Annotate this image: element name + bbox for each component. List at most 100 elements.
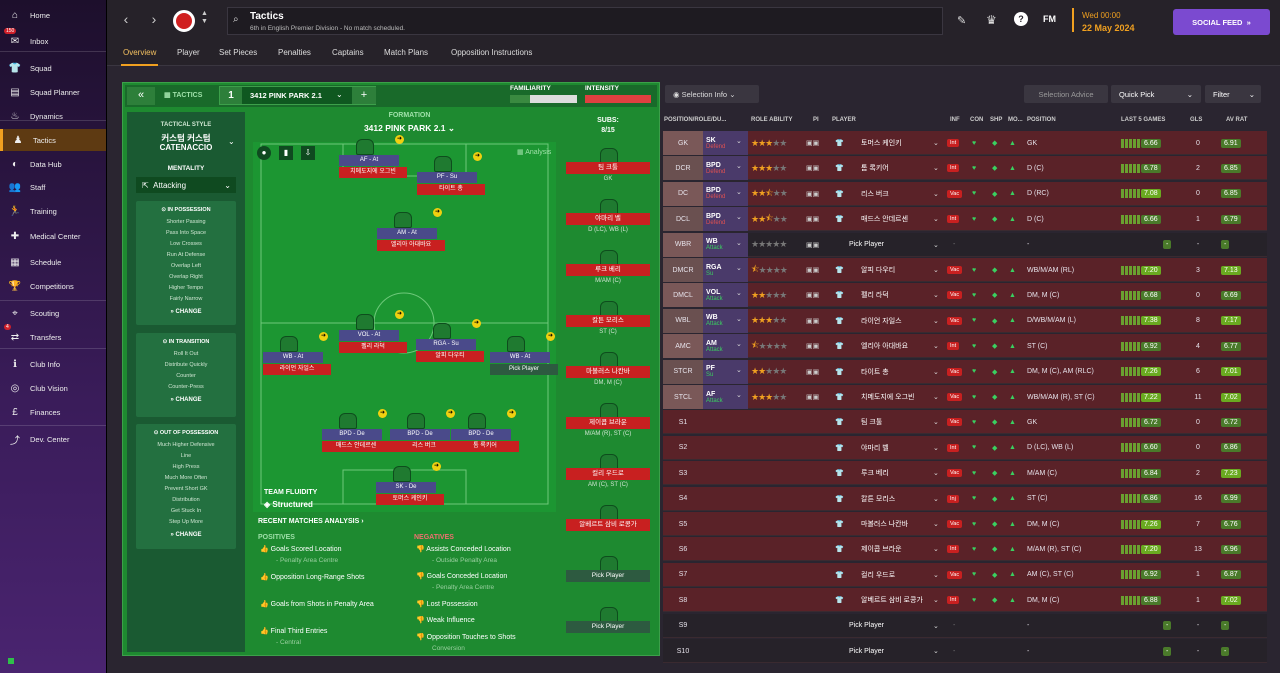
player-name[interactable]: 라이언 자일스 (861, 317, 902, 325)
player-shirt-icon[interactable] (468, 413, 486, 429)
player-instructions-icon[interactable]: ▣▣ (806, 165, 820, 173)
player-instructions-icon[interactable]: ▣▣ (806, 190, 820, 198)
player-name[interactable]: 루크 베리 (861, 470, 889, 478)
chevron-down-icon[interactable]: ⌄ (336, 90, 343, 99)
player-instructions-icon[interactable]: ▣▣ (806, 394, 820, 401)
sidebar-item-tactics[interactable]: ♟ Tactics (0, 129, 106, 151)
table-row[interactable]: DCR BPD Defend ⌄ ★★★ ★ ★ ▣▣ 👕 톰 록키어 ⌄ Int ♥ ◆ ▲ D (C) 6.… (663, 156, 1267, 181)
player-instructions-icon[interactable]: ▣▣ (806, 317, 820, 325)
sub-player-name[interactable]: 루크 베리 (566, 264, 650, 276)
table-row[interactable]: DMCL VOL Attack ⌄ ★★ ★ ★ ★ ▣▣ 👕 펠리 라덕 ⌄ Vac ♥ ◆ ▲ DM, M … (663, 283, 1267, 308)
player-chevron-icon[interactable]: ⌄ (933, 622, 939, 630)
player-chevron-icon[interactable]: ⌄ (933, 648, 939, 655)
table-row[interactable]: GK SK Defend ⌄ ★★★ ★ ★ ▣▣ 👕 토머스 케인키 ⌄ Int ♥ ◆ ▲ GK 6.66 0… (663, 131, 1267, 155)
player-chevron-icon[interactable]: ⌄ (933, 546, 939, 554)
table-row[interactable]: WBR WB Attack ⌄ ★ ★ ★ ★ ★ ▣▣ Pick Player ⌄ - - - - - (663, 232, 1267, 257)
mentality-dropdown[interactable]: ⇱ Attacking ⌄ (136, 177, 236, 193)
player-role[interactable]: AF - At (339, 155, 399, 166)
sub-player-name[interactable]: 알베르트 삼비 로콩가 (566, 519, 650, 531)
player-role[interactable]: WB - At (263, 352, 323, 363)
sidebar-item-inbox[interactable]: ✉ Inbox (0, 30, 106, 52)
player-instructions-icon[interactable]: ▣▣ (806, 216, 820, 224)
player-name[interactable]: 펠리 라덕 (339, 342, 407, 353)
player-name[interactable]: Pick Player (849, 622, 885, 630)
column-header[interactable]: MO... (1008, 117, 1023, 123)
role-cell[interactable]: SK Defend ⌄ (703, 131, 748, 155)
column-header[interactable]: CON (970, 117, 984, 123)
player-instructions-icon[interactable]: ▣▣ (806, 368, 820, 376)
sidebar-item-medical-center[interactable]: ✚ Medical Center (0, 225, 106, 247)
style-chevron-icon[interactable]: ⌄ (228, 137, 235, 146)
table-row[interactable]: S7 👕 컬리 우드로 ⌄ Vac ♥ ◆ ▲ AM (C), ST (C) 6.92 1 6.87 (663, 562, 1267, 587)
table-row[interactable]: WBL WB Attack ⌄ ★★★ ★ ★ ▣▣ 👕 라이언 자일스 ⌄ Vac ♥ ◆ ▲ D/WB/M… (663, 308, 1267, 333)
player-name[interactable]: 제이콥 브라운 (861, 546, 902, 554)
recent-analysis-title[interactable]: RECENT MATCHES ANALYSIS › (258, 518, 364, 525)
column-header[interactable]: AV RAT (1226, 117, 1248, 123)
trophy-icon[interactable]: ♛ (986, 13, 997, 27)
fm-menu[interactable]: FM (1043, 14, 1056, 24)
player-chevron-icon[interactable]: ⌄ (933, 317, 939, 325)
role-cell[interactable]: AF Attack ⌄ (703, 385, 748, 409)
sub-player-name[interactable]: Pick Player (566, 621, 650, 633)
player-chevron-icon[interactable]: ⌄ (933, 495, 939, 503)
player-shirt-icon[interactable] (433, 323, 451, 339)
sub-player-name[interactable]: 컬리 우드로 (566, 468, 650, 480)
player-name[interactable]: 컬리 우드로 (861, 571, 896, 579)
player-shirt-icon[interactable] (356, 139, 374, 155)
sidebar-item-dev-center[interactable]: ⤴ Dev. Center (0, 428, 106, 450)
table-row[interactable]: S5 👕 마볼러스 나칸바 ⌄ Vac ♥ ◆ ▲ DM, M (C) 7.26 7 6.76 (663, 512, 1267, 536)
player-name[interactable]: 야마리 벨 (861, 444, 889, 452)
sidebar-item-squad-planner[interactable]: ▤ Squad Planner (0, 81, 106, 103)
role-cell[interactable]: BPD Defend ⌄ (703, 156, 748, 181)
sidebar-item-schedule[interactable]: ▦ Schedule (0, 251, 106, 273)
player-chevron-icon[interactable]: ⌄ (933, 419, 939, 427)
player-name[interactable]: 타이트 총 (417, 184, 485, 195)
column-header[interactable]: GLS (1190, 117, 1203, 123)
column-header[interactable]: PI (813, 117, 819, 123)
player-shirt-icon[interactable] (393, 466, 411, 482)
sidebar-item-competitions[interactable]: 🏆 Competitions (0, 275, 106, 297)
table-row[interactable]: S9 Pick Player ⌄ - - - - - (663, 613, 1267, 638)
player-instructions-icon[interactable]: ▣▣ (806, 292, 820, 300)
player-chevron-icon[interactable]: ⌄ (933, 292, 939, 300)
collapse-button[interactable]: « (127, 87, 155, 105)
download-icon[interactable]: ⇩ (301, 146, 315, 160)
player-shirt-icon[interactable] (280, 336, 298, 352)
tab-set-pieces[interactable]: Set Pieces (219, 48, 258, 57)
player-instructions-icon[interactable]: ▣▣ (806, 241, 820, 249)
sidebar-item-data-hub[interactable]: ◐ Data Hub (0, 153, 106, 175)
player-role[interactable]: AM - At (377, 228, 437, 239)
table-row[interactable]: DCL BPD Defend ⌄ ★★ ⯪ ★ ★ ▣▣ 👕 매드스 안데르센 ⌄ Int ♥ ◆ ▲ D (C… (663, 207, 1267, 232)
sub-player-name[interactable]: 제이콥 브라운 (566, 417, 650, 429)
column-header[interactable]: INF (950, 117, 960, 123)
player-chevron-icon[interactable]: ⌄ (933, 470, 939, 478)
tab-captains[interactable]: Captains (332, 48, 364, 57)
oop-change-button[interactable]: » CHANGE (170, 532, 202, 538)
column-header[interactable]: POSITION (1027, 117, 1056, 123)
back-arrow-icon[interactable]: ‹ (123, 11, 129, 27)
player-name[interactable]: 토머스 케인키 (861, 140, 902, 147)
tab-overview[interactable]: Overview (120, 48, 159, 66)
player-shirt-icon[interactable] (339, 413, 357, 429)
player-name[interactable]: Pick Player (849, 241, 885, 249)
role-cell[interactable]: AM Attack ⌄ (703, 334, 748, 359)
player-shirt-icon[interactable] (434, 156, 452, 172)
player-name[interactable]: 톰 록키어 (861, 165, 889, 173)
role-cell[interactable]: WB Attack ⌄ (703, 232, 748, 257)
sub-player-name[interactable]: 마볼러스 나칸바 (566, 366, 650, 378)
stats-view-icon[interactable]: ▮ (279, 146, 293, 160)
player-name[interactable]: 리스 버크 (390, 441, 458, 452)
player-chevron-icon[interactable]: ⌄ (933, 394, 939, 401)
tab-opposition-instructions[interactable]: Opposition Instructions (451, 48, 533, 57)
player-role[interactable]: PF - Su (417, 172, 477, 183)
player-instructions-icon[interactable]: ▣▣ (806, 343, 820, 351)
formation-name[interactable]: 3412 PINK PARK 2.1 ⌄ (253, 123, 566, 134)
sidebar-item-club-vision[interactable]: ◎ Club Vision (0, 377, 106, 399)
table-row[interactable]: S3 👕 루크 베리 ⌄ Vac ♥ ◆ ▲ M/AM (C) 6.84 2 7.23 (663, 461, 1267, 486)
tactic-slot[interactable]: 1 (220, 87, 242, 104)
role-cell[interactable]: PF Su ⌄ (703, 359, 748, 384)
player-instructions-icon[interactable]: ▣▣ (806, 140, 820, 147)
role-cell[interactable]: WB Attack ⌄ (703, 308, 748, 333)
selection-info-button[interactable]: ◉ Selection Info ⌄ (665, 85, 759, 103)
role-cell[interactable]: VOL Attack ⌄ (703, 283, 748, 308)
